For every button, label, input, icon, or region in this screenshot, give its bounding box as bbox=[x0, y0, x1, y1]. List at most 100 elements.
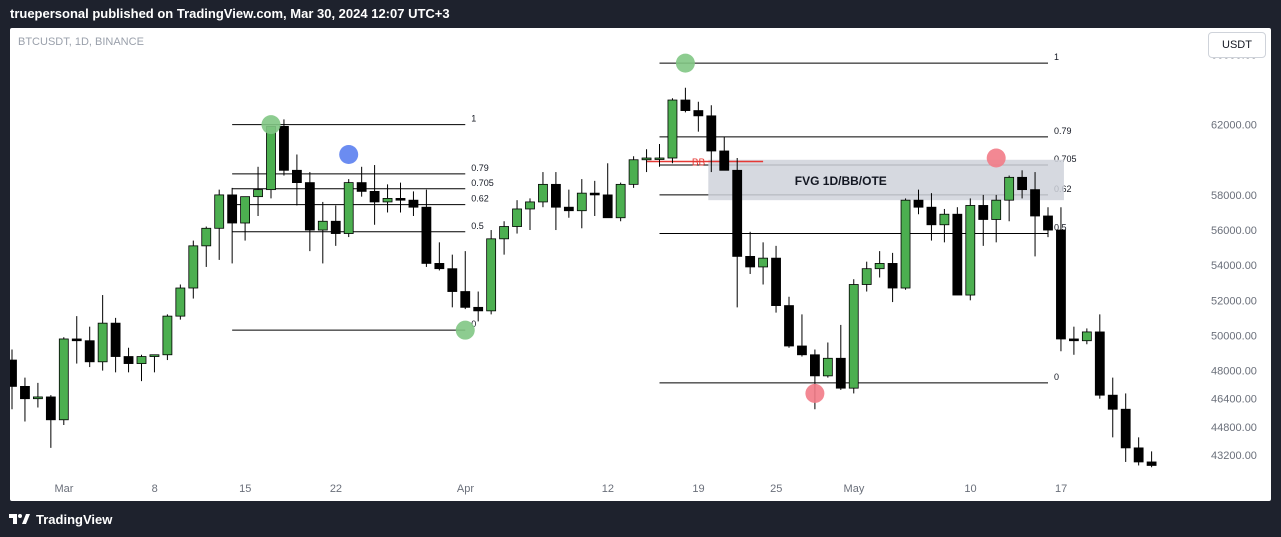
candle-body bbox=[745, 255, 756, 268]
candle-body bbox=[512, 208, 522, 227]
fib-left-level-label: 0.62 bbox=[471, 194, 489, 204]
candle-body bbox=[317, 220, 328, 231]
symbol-label: BTCUSDT, 1D, BINANCE bbox=[18, 36, 144, 48]
candle-body bbox=[45, 396, 56, 421]
y-tick-label: 54000.00 bbox=[1211, 260, 1257, 272]
candle-body bbox=[214, 194, 225, 229]
candle-body bbox=[1043, 215, 1053, 231]
candle-body bbox=[771, 257, 781, 306]
candle-body bbox=[1107, 394, 1118, 410]
fib-right-level-label: 0.705 bbox=[1054, 154, 1077, 164]
candle-body bbox=[499, 226, 510, 240]
candle-body bbox=[473, 306, 484, 312]
candle-body bbox=[1004, 176, 1015, 201]
candle-body bbox=[1133, 447, 1144, 463]
candle-body bbox=[188, 245, 199, 289]
candle-body bbox=[810, 354, 820, 377]
candle-body bbox=[291, 169, 302, 184]
fib-left-level-label: 0.705 bbox=[471, 178, 494, 188]
candle-body bbox=[343, 182, 354, 234]
candle-body bbox=[874, 263, 885, 270]
candle-body bbox=[175, 287, 186, 317]
y-tick-label: 48000.00 bbox=[1211, 366, 1257, 378]
candle-body bbox=[758, 257, 768, 268]
marker-red bbox=[805, 383, 825, 403]
y-tick-label: 50000.00 bbox=[1211, 330, 1257, 342]
candle-body bbox=[434, 263, 445, 270]
bb-label: BB bbox=[692, 158, 706, 169]
candle-body bbox=[1120, 408, 1131, 449]
candle-body bbox=[97, 322, 108, 363]
candle-body bbox=[123, 356, 134, 364]
candle-body bbox=[240, 196, 251, 224]
candle-body bbox=[279, 125, 289, 171]
fib-right-level-label: 0 bbox=[1054, 372, 1059, 382]
candle-body bbox=[965, 205, 976, 296]
x-tick-label: 17 bbox=[1055, 483, 1067, 495]
candle-body bbox=[525, 201, 535, 210]
currency-button[interactable]: USDT bbox=[1208, 32, 1266, 58]
candle-body bbox=[58, 338, 69, 421]
candle-body bbox=[162, 315, 173, 356]
y-tick-label: 58000.00 bbox=[1211, 190, 1257, 202]
marker-blue bbox=[339, 144, 359, 164]
candle-body bbox=[602, 194, 613, 219]
candle-body bbox=[641, 157, 652, 161]
fvg-zone-label: FVG 1D/BB/OTE bbox=[795, 174, 887, 188]
candle-body bbox=[654, 157, 665, 160]
candle-body bbox=[84, 340, 95, 363]
candle-body bbox=[978, 205, 989, 220]
fib-right-level-label: 0.79 bbox=[1054, 126, 1072, 136]
fib-right-level-label: 0.5 bbox=[1054, 223, 1067, 233]
candle-body bbox=[1030, 189, 1040, 217]
price-axis: 66000.0062000.0058000.0056000.0054000.00… bbox=[1211, 49, 1257, 462]
marker-green bbox=[675, 53, 695, 73]
x-tick-label: May bbox=[844, 483, 865, 495]
footer-brand[interactable]: TradingView bbox=[8, 508, 112, 530]
candles-group bbox=[10, 87, 1157, 468]
candle-body bbox=[861, 268, 872, 285]
x-tick-label: Mar bbox=[55, 483, 74, 495]
candle-body bbox=[628, 159, 639, 185]
fib-right-level-label: 1 bbox=[1054, 52, 1059, 62]
candle-body bbox=[732, 169, 743, 257]
candle-body bbox=[706, 115, 717, 152]
candle-body bbox=[71, 338, 82, 342]
candle-body bbox=[887, 263, 898, 289]
candle-body bbox=[1056, 229, 1066, 340]
candle-body bbox=[369, 190, 380, 203]
candle-body bbox=[356, 182, 367, 192]
candle-body bbox=[20, 385, 30, 400]
x-tick-label: 25 bbox=[770, 483, 782, 495]
candle-body bbox=[797, 345, 807, 356]
candle-body bbox=[395, 198, 406, 201]
candle-body bbox=[253, 189, 263, 198]
candle-body bbox=[848, 284, 859, 389]
footer-brand-label: TradingView bbox=[36, 511, 113, 527]
candle-body bbox=[136, 356, 147, 364]
y-tick-label: 56000.00 bbox=[1211, 225, 1257, 237]
candle-body bbox=[926, 206, 937, 226]
candle-body bbox=[991, 199, 1002, 220]
y-tick-label: 62000.00 bbox=[1211, 120, 1257, 132]
candle-body bbox=[201, 227, 212, 247]
fib-left-level-label: 0.79 bbox=[471, 163, 489, 173]
candle-body bbox=[1081, 331, 1092, 342]
candle-body bbox=[408, 199, 419, 208]
publisher-header: truepersonal published on TradingView.co… bbox=[10, 6, 450, 21]
candle-body bbox=[589, 192, 600, 196]
candle-body bbox=[10, 359, 17, 387]
marker-red bbox=[986, 148, 1006, 168]
y-tick-label: 43200.00 bbox=[1211, 450, 1257, 462]
fib-left-level-label: 1 bbox=[471, 114, 476, 124]
markers-group bbox=[261, 53, 1006, 403]
marker-green bbox=[455, 320, 475, 340]
marker-green bbox=[261, 115, 281, 135]
candle-body bbox=[1146, 461, 1157, 466]
candle-body bbox=[460, 291, 471, 308]
x-tick-label: 15 bbox=[239, 483, 251, 495]
candle-body bbox=[1069, 338, 1079, 342]
candle-body bbox=[227, 194, 238, 224]
